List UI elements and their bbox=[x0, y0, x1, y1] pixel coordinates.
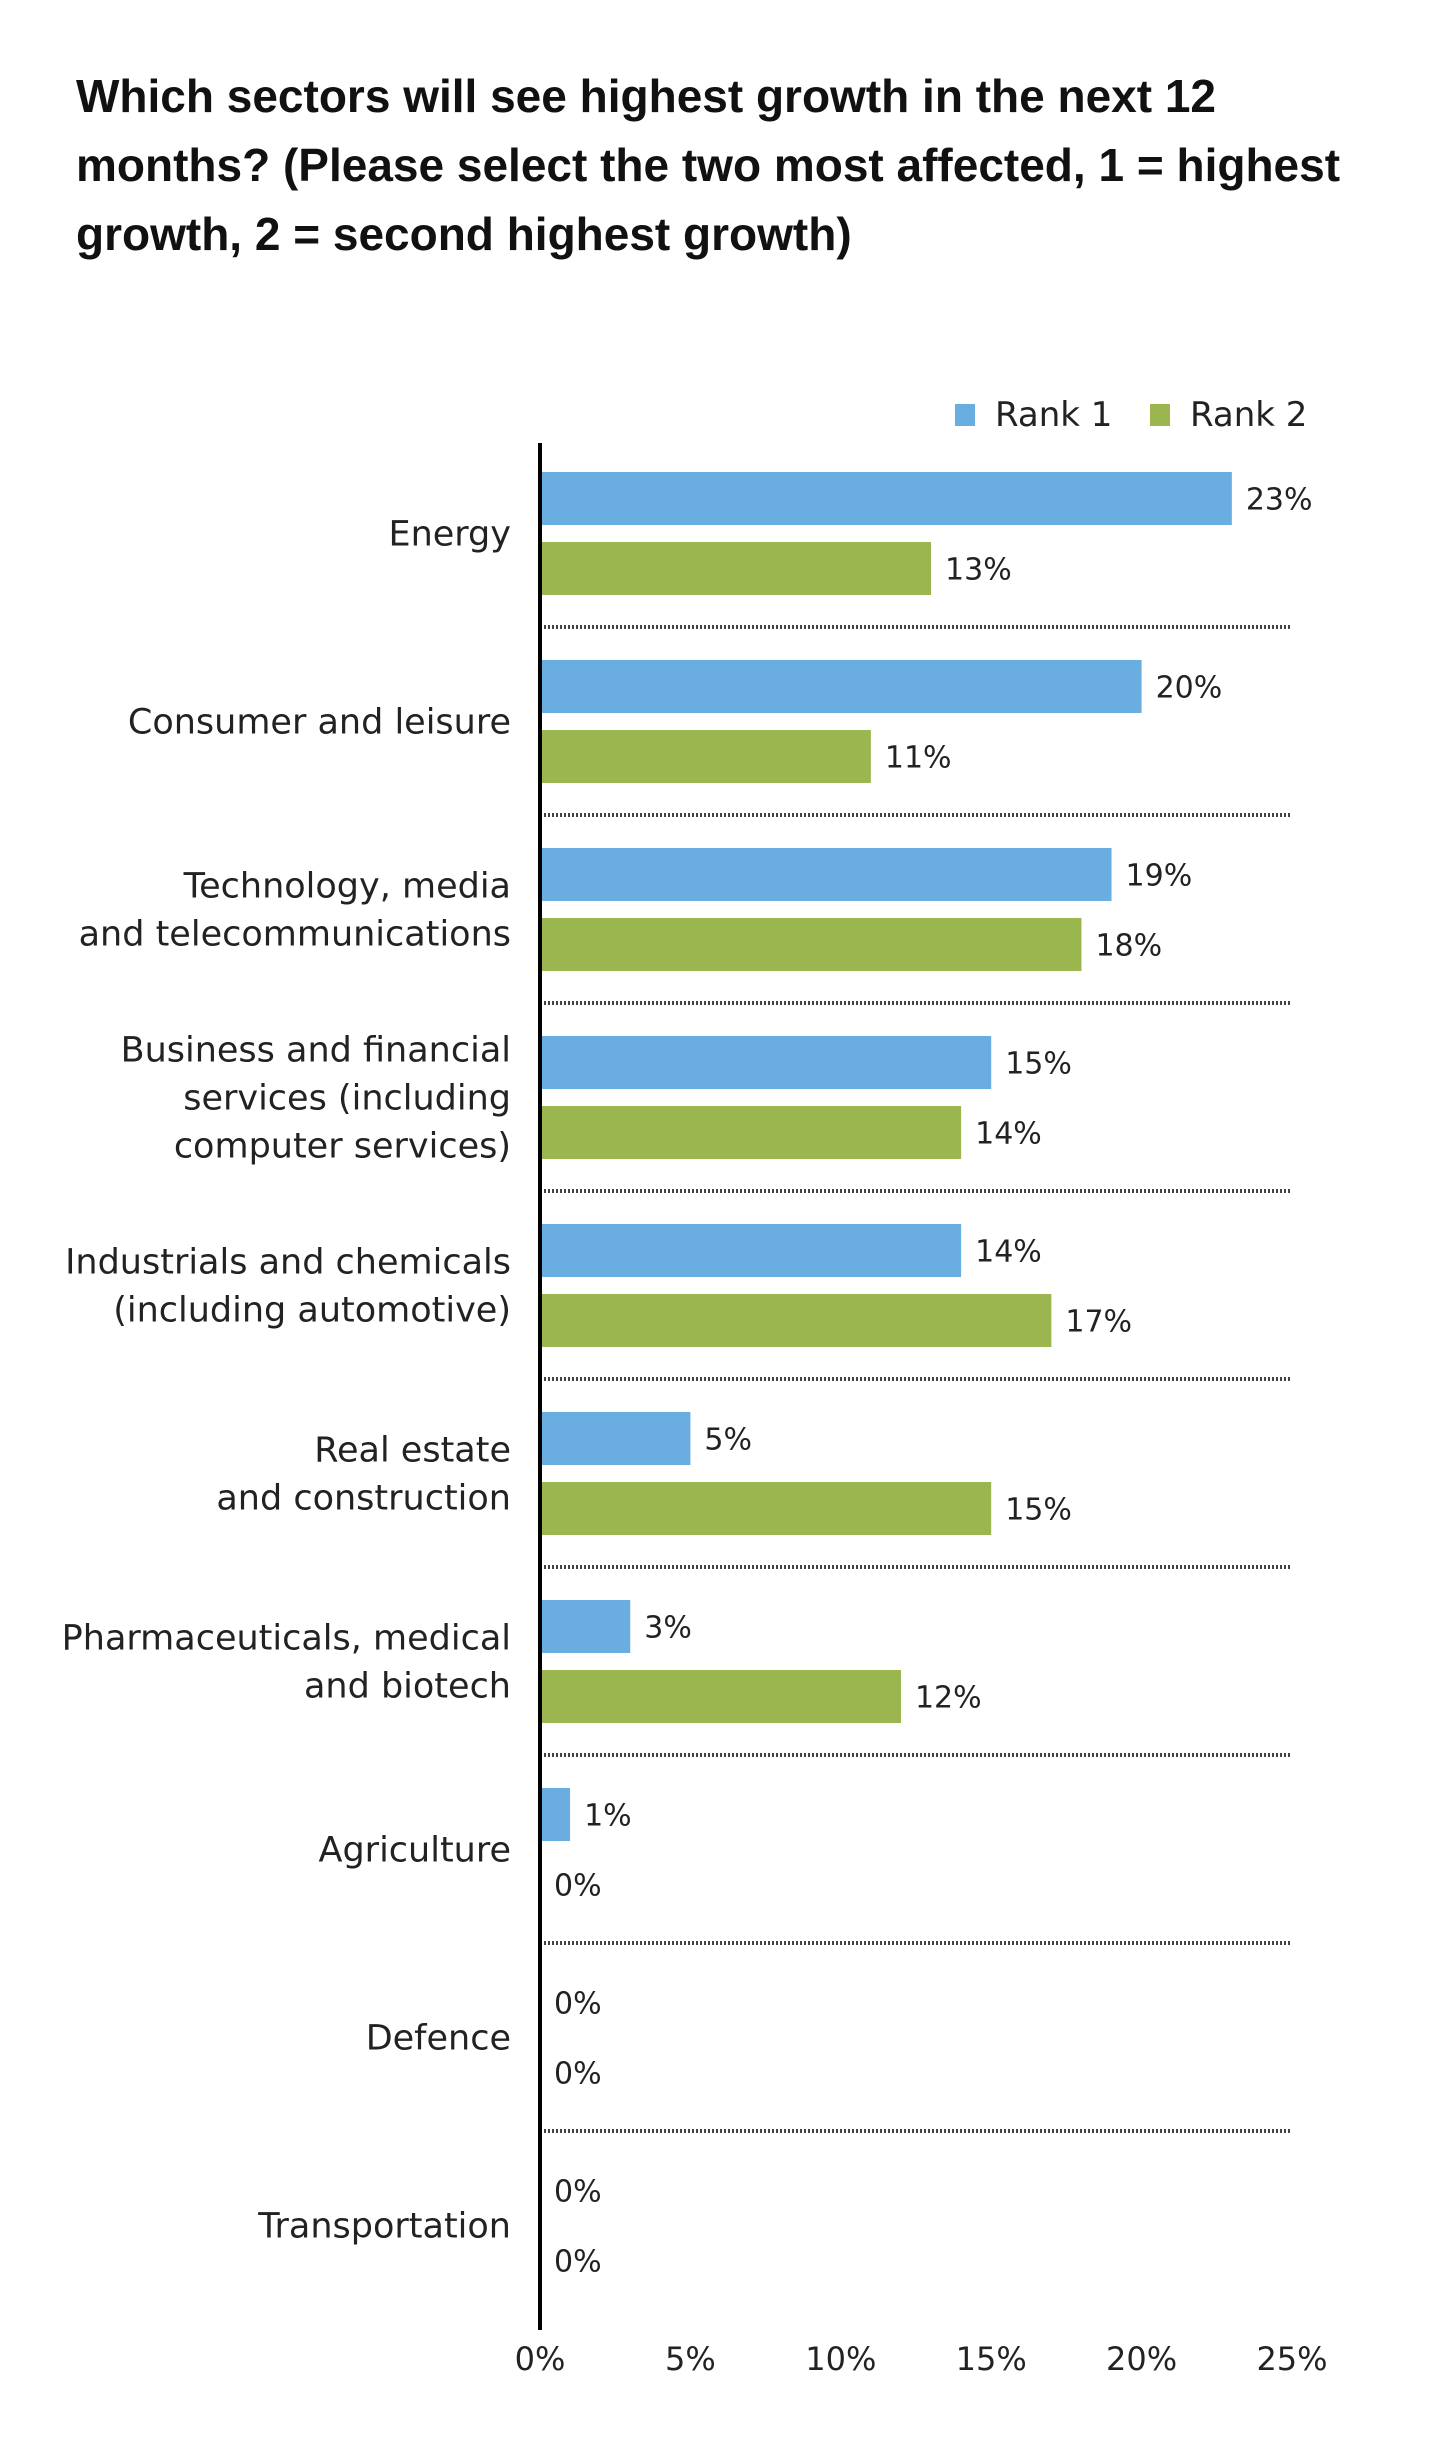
x-tick-label: 15% bbox=[956, 2340, 1027, 2378]
bar-rank1 bbox=[540, 1036, 992, 1089]
x-tick-label: 25% bbox=[1256, 2340, 1327, 2378]
category-label: Agriculture bbox=[319, 1831, 511, 1871]
bar-rank2 bbox=[540, 1670, 901, 1723]
category-label: Real estate and construction bbox=[216, 1431, 511, 1519]
bar-rank2 bbox=[540, 542, 932, 595]
bar-rank2 bbox=[540, 1294, 1052, 1347]
bar-rank1 bbox=[540, 1224, 962, 1277]
data-label: 14% bbox=[975, 1235, 1042, 1270]
bar-rank1 bbox=[540, 660, 1142, 713]
data-label: 18% bbox=[1095, 929, 1162, 964]
x-tick-label: 10% bbox=[805, 2340, 876, 2378]
data-label: 19% bbox=[1126, 859, 1193, 894]
bar-rank1 bbox=[540, 1788, 571, 1841]
data-label: 5% bbox=[704, 1423, 752, 1458]
data-label: 17% bbox=[1065, 1305, 1132, 1340]
category-label: Technology, media and telecommunications bbox=[79, 867, 511, 955]
data-label: 3% bbox=[644, 1611, 692, 1646]
legend-label-1: Rank 1 bbox=[995, 395, 1112, 435]
x-tick-label: 20% bbox=[1106, 2340, 1177, 2378]
category-label: Consumer and leisure bbox=[128, 703, 511, 743]
category-label: Pharmaceuticals, medical and biotech bbox=[62, 1619, 511, 1707]
category-label: Transportation bbox=[257, 2207, 511, 2247]
data-label: 0% bbox=[554, 2057, 602, 2092]
data-label: 11% bbox=[885, 741, 952, 776]
data-label: 14% bbox=[975, 1117, 1042, 1152]
bar-rank2 bbox=[540, 918, 1082, 971]
legend-swatch-1 bbox=[955, 404, 975, 426]
bar-rank1 bbox=[540, 472, 1232, 525]
data-label: 0% bbox=[554, 1869, 602, 1904]
x-tick-label: 0% bbox=[515, 2340, 566, 2378]
category-label: Business and financial services (includin… bbox=[121, 1031, 511, 1167]
category-label: Industrials and chemicals (including auto… bbox=[65, 1243, 511, 1331]
bar-rank1 bbox=[540, 1600, 631, 1653]
bar-rank2 bbox=[540, 730, 871, 783]
legend-swatch-2 bbox=[1150, 404, 1170, 426]
category-label: Energy bbox=[388, 515, 511, 555]
data-label: 0% bbox=[554, 2175, 602, 2210]
data-label: 0% bbox=[554, 1987, 602, 2022]
legend-label-2: Rank 2 bbox=[1190, 395, 1307, 435]
data-label: 1% bbox=[584, 1799, 632, 1834]
chart-title: Which sectors will see highest growth in… bbox=[76, 70, 1341, 260]
data-label: 12% bbox=[915, 1681, 982, 1716]
data-label: 23% bbox=[1246, 483, 1313, 518]
bar-rank2 bbox=[540, 1482, 992, 1535]
x-tick-label: 5% bbox=[665, 2340, 716, 2378]
category-label: Defence bbox=[366, 2019, 511, 2059]
data-label: 15% bbox=[1005, 1493, 1072, 1528]
data-label: 13% bbox=[945, 553, 1012, 588]
bar-rank1 bbox=[540, 848, 1112, 901]
bar-rank1 bbox=[540, 1412, 691, 1465]
data-label: 0% bbox=[554, 2245, 602, 2280]
data-label: 20% bbox=[1156, 671, 1223, 706]
bar-rank2 bbox=[540, 1106, 962, 1159]
data-label: 15% bbox=[1005, 1047, 1072, 1082]
